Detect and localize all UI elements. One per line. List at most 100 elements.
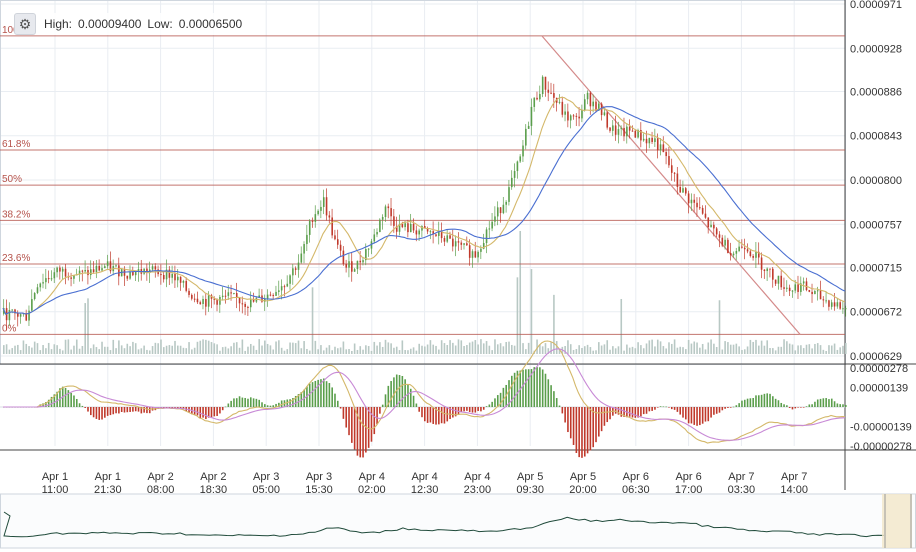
oscillator-bar bbox=[651, 407, 653, 411]
candle-body bbox=[628, 126, 631, 131]
volume-bar bbox=[376, 345, 378, 354]
volume-bar bbox=[715, 346, 718, 354]
oscillator-bar bbox=[258, 399, 261, 407]
candle-body bbox=[491, 221, 493, 229]
candle-body bbox=[496, 207, 499, 217]
oscillator-bar bbox=[516, 370, 519, 407]
oscillator-bar bbox=[544, 373, 547, 407]
oscillator-bar bbox=[252, 398, 255, 407]
candle-body bbox=[134, 271, 137, 276]
price-axis-label: 0.0000715 bbox=[850, 262, 902, 274]
volume-bar bbox=[264, 340, 266, 354]
candle-body bbox=[766, 268, 769, 272]
oscillator-bar bbox=[255, 398, 258, 407]
oscillator-bar bbox=[84, 407, 86, 408]
volume-bar bbox=[289, 342, 291, 354]
volume-bar bbox=[261, 345, 263, 354]
candle-body bbox=[600, 103, 603, 116]
candle-body bbox=[645, 138, 648, 144]
oscillator-bar bbox=[757, 395, 760, 407]
candle-body bbox=[379, 219, 381, 233]
oscillator-bar bbox=[286, 399, 289, 407]
volume-bar bbox=[480, 339, 482, 354]
volume-bar bbox=[328, 345, 331, 354]
volume-bar bbox=[516, 277, 519, 354]
candle-body bbox=[839, 302, 841, 309]
candle-body bbox=[320, 206, 322, 211]
price-axis-label: 0.0000757 bbox=[850, 219, 902, 231]
time-axis-date: Apr 6 bbox=[675, 471, 701, 483]
oscillator-bar bbox=[224, 406, 227, 408]
oscillator-bar bbox=[90, 407, 92, 416]
oscillator-bar bbox=[339, 407, 342, 409]
oscillator-bar bbox=[721, 407, 724, 411]
volume-bar bbox=[362, 349, 364, 354]
volume-bar bbox=[384, 339, 387, 354]
oscillator-bar bbox=[317, 379, 319, 407]
candle-body bbox=[14, 309, 16, 314]
volume-bar bbox=[505, 341, 507, 354]
oscillator-bar bbox=[457, 407, 460, 415]
volume-bar bbox=[92, 344, 95, 354]
candle-body bbox=[17, 313, 19, 317]
oscillator-bar bbox=[825, 398, 827, 407]
volume-bar bbox=[454, 345, 457, 354]
volume-bar bbox=[463, 346, 465, 354]
volume-bar bbox=[687, 339, 690, 354]
time-axis-time: 08:00 bbox=[147, 484, 175, 496]
volume-bar bbox=[308, 350, 311, 354]
volume-bar bbox=[31, 347, 33, 354]
oscillator-bar bbox=[165, 407, 168, 408]
candle-body bbox=[322, 197, 325, 207]
candle-body bbox=[101, 268, 103, 271]
time-axis-time: 14:00 bbox=[780, 484, 808, 496]
volume-bar bbox=[839, 347, 841, 354]
oscillator-bar bbox=[676, 407, 679, 412]
oscillator-bar bbox=[109, 407, 112, 416]
volume-bar bbox=[84, 303, 86, 354]
candle-body bbox=[466, 243, 468, 246]
volume-bar bbox=[553, 294, 555, 354]
volume-bar bbox=[777, 346, 780, 354]
candle-body bbox=[595, 101, 597, 111]
volume-bar bbox=[766, 340, 769, 354]
volume-bar bbox=[230, 346, 232, 354]
volume-bar bbox=[171, 345, 173, 354]
oscillator-bar bbox=[365, 407, 367, 453]
oscillator-bar bbox=[738, 403, 740, 407]
time-axis-date: Apr 7 bbox=[781, 471, 807, 483]
candle-body bbox=[412, 223, 415, 231]
volume-bar bbox=[685, 349, 687, 354]
oscillator-bar bbox=[275, 403, 277, 407]
oscillator-bar bbox=[833, 401, 836, 407]
volume-bar bbox=[738, 346, 740, 354]
oscillator-bar bbox=[581, 407, 583, 458]
candle-body bbox=[87, 269, 89, 276]
candle-body bbox=[336, 239, 339, 245]
volume-bar bbox=[662, 346, 665, 354]
volume-bar bbox=[255, 349, 258, 354]
oscillator-bar bbox=[623, 407, 625, 417]
volume-bar bbox=[429, 340, 432, 354]
oscillator-bar bbox=[171, 407, 173, 408]
time-axis-time: 18:30 bbox=[200, 484, 228, 496]
oscillator-bar bbox=[508, 380, 510, 407]
oscillator-bar bbox=[693, 407, 696, 425]
volume-bar bbox=[134, 343, 137, 354]
volume-bar bbox=[53, 344, 56, 354]
oscillator-bar bbox=[547, 379, 550, 407]
volume-bar bbox=[791, 344, 794, 354]
volume-bar bbox=[398, 350, 401, 354]
oscillator-bar bbox=[774, 398, 777, 407]
candle-body bbox=[351, 261, 353, 272]
gear-icon[interactable]: ⚙ bbox=[14, 13, 36, 35]
oscillator-bar bbox=[179, 407, 182, 409]
time-axis-time: 03:30 bbox=[728, 484, 756, 496]
high-low-readout: ⚙ High: 0.00009400 Low: 0.00006500 bbox=[14, 13, 249, 35]
time-axis-date: Apr 4 bbox=[411, 471, 437, 483]
oscillator-bar bbox=[331, 387, 333, 407]
volume-bar bbox=[334, 346, 336, 354]
candle-body bbox=[191, 294, 193, 299]
candle-body bbox=[297, 262, 300, 270]
